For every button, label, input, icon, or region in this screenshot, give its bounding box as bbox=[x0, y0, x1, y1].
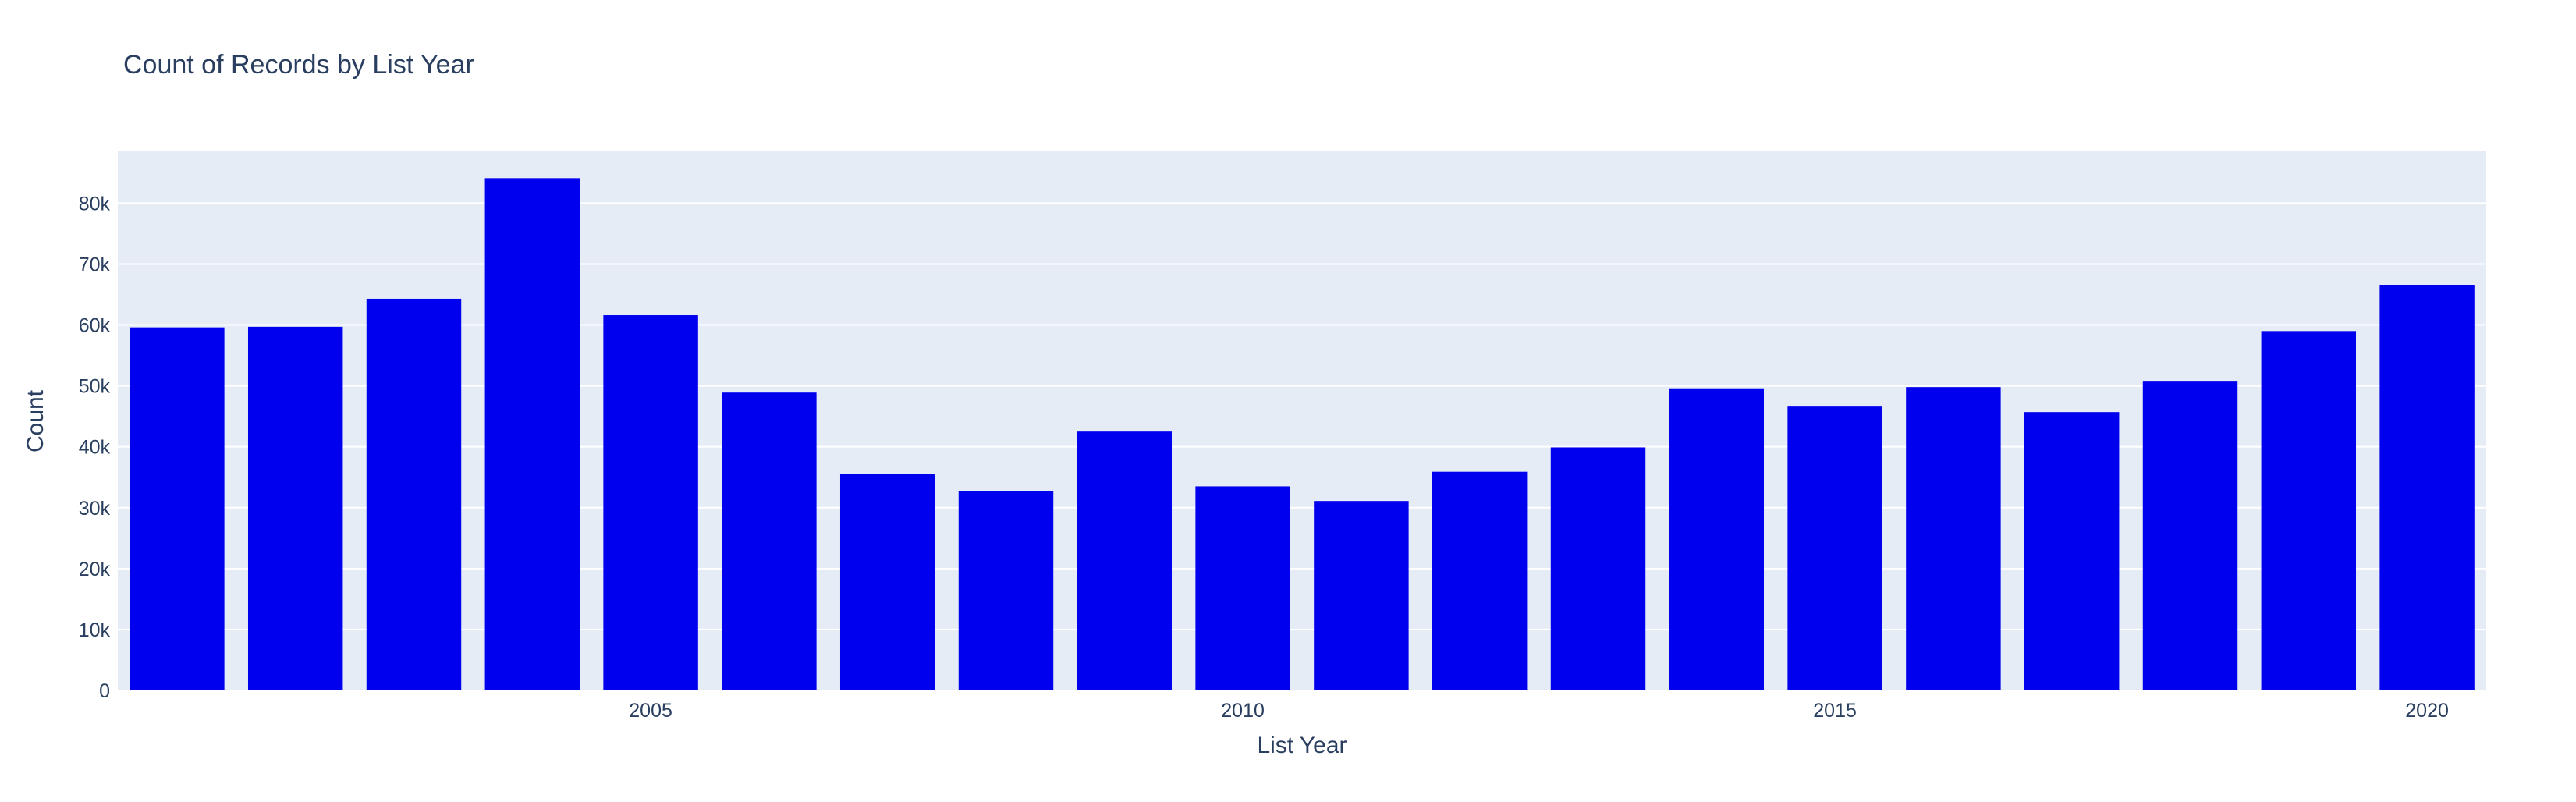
bar bbox=[1669, 388, 1765, 690]
bar bbox=[1787, 406, 1882, 690]
y-tick-label: 10k bbox=[79, 619, 111, 641]
bar bbox=[130, 327, 225, 690]
x-tick-label: 2010 bbox=[1221, 700, 1265, 722]
y-tick-label: 40k bbox=[79, 437, 111, 459]
bar bbox=[484, 178, 580, 690]
bar bbox=[2024, 412, 2120, 690]
chart-title: Count of Records by List Year bbox=[123, 50, 474, 80]
bar bbox=[1314, 501, 1409, 690]
y-tick-label: 20k bbox=[79, 559, 111, 580]
bar bbox=[2142, 381, 2238, 690]
y-axis-ticks: 0 10k 20k 30k 40k 50k 60k 70k 80k bbox=[79, 193, 111, 702]
y-tick-label: 0 bbox=[99, 680, 110, 702]
bar bbox=[603, 315, 698, 690]
bars bbox=[130, 178, 2475, 690]
bar bbox=[247, 326, 343, 690]
bar bbox=[2261, 331, 2357, 690]
bar bbox=[366, 298, 462, 690]
x-tick-label: 2015 bbox=[1813, 700, 1857, 722]
plot-area bbox=[118, 151, 2486, 690]
bar bbox=[1906, 387, 2001, 690]
bar bbox=[839, 474, 935, 690]
x-axis-ticks: 2005 2010 2015 2020 bbox=[629, 700, 2449, 722]
x-tick-label: 2020 bbox=[2405, 700, 2449, 722]
bar bbox=[1432, 471, 1528, 690]
bar bbox=[2379, 284, 2475, 690]
bar bbox=[958, 491, 1054, 690]
y-axis-title: Count bbox=[23, 389, 48, 452]
x-axis-title: List Year bbox=[1257, 733, 1347, 758]
y-tick-label: 80k bbox=[79, 193, 111, 215]
y-tick-label: 70k bbox=[79, 254, 111, 275]
y-tick-label: 30k bbox=[79, 498, 111, 520]
y-tick-label: 60k bbox=[79, 315, 111, 337]
bar bbox=[722, 392, 817, 690]
bar bbox=[1077, 431, 1173, 690]
bar bbox=[1195, 486, 1290, 690]
x-tick-label: 2005 bbox=[629, 700, 672, 722]
y-tick-label: 50k bbox=[79, 376, 111, 398]
bar bbox=[1550, 447, 1646, 690]
